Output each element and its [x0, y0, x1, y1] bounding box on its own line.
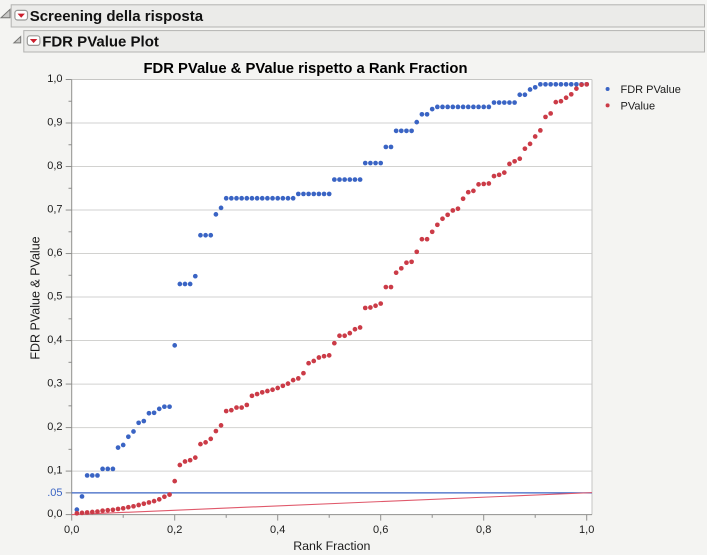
- svg-text:PValue: PValue: [621, 100, 656, 112]
- svg-text:0,4: 0,4: [270, 524, 285, 536]
- svg-text:0,2: 0,2: [167, 524, 182, 536]
- svg-text:0,8: 0,8: [47, 160, 62, 172]
- svg-text:.05: .05: [47, 487, 62, 499]
- svg-text:FDR PValue & PValue rispetto a: FDR PValue & PValue rispetto a Rank Frac…: [144, 61, 468, 77]
- svg-text:0,0: 0,0: [47, 508, 62, 520]
- svg-text:Screening della risposta: Screening della risposta: [30, 8, 204, 25]
- svg-text:FDR PValue & PValue: FDR PValue & PValue: [29, 236, 43, 359]
- svg-text:1,0: 1,0: [47, 73, 62, 85]
- svg-text:Rank Fraction: Rank Fraction: [293, 539, 370, 553]
- svg-text:0,6: 0,6: [47, 247, 62, 259]
- svg-text:0,6: 0,6: [373, 524, 388, 536]
- svg-text:FDR PValue Plot: FDR PValue Plot: [42, 33, 159, 50]
- svg-text:0,1: 0,1: [47, 464, 62, 476]
- svg-text:0,3: 0,3: [47, 377, 62, 389]
- svg-text:0,9: 0,9: [47, 116, 62, 128]
- svg-text:0,7: 0,7: [47, 203, 62, 215]
- svg-text:1,0: 1,0: [579, 524, 594, 536]
- svg-text:0,4: 0,4: [47, 334, 62, 346]
- svg-text:0,8: 0,8: [476, 524, 491, 536]
- svg-text:0,5: 0,5: [47, 290, 62, 302]
- svg-text:0,2: 0,2: [47, 421, 62, 433]
- svg-text:FDR PValue: FDR PValue: [621, 84, 681, 96]
- svg-text:0,0: 0,0: [64, 524, 79, 536]
